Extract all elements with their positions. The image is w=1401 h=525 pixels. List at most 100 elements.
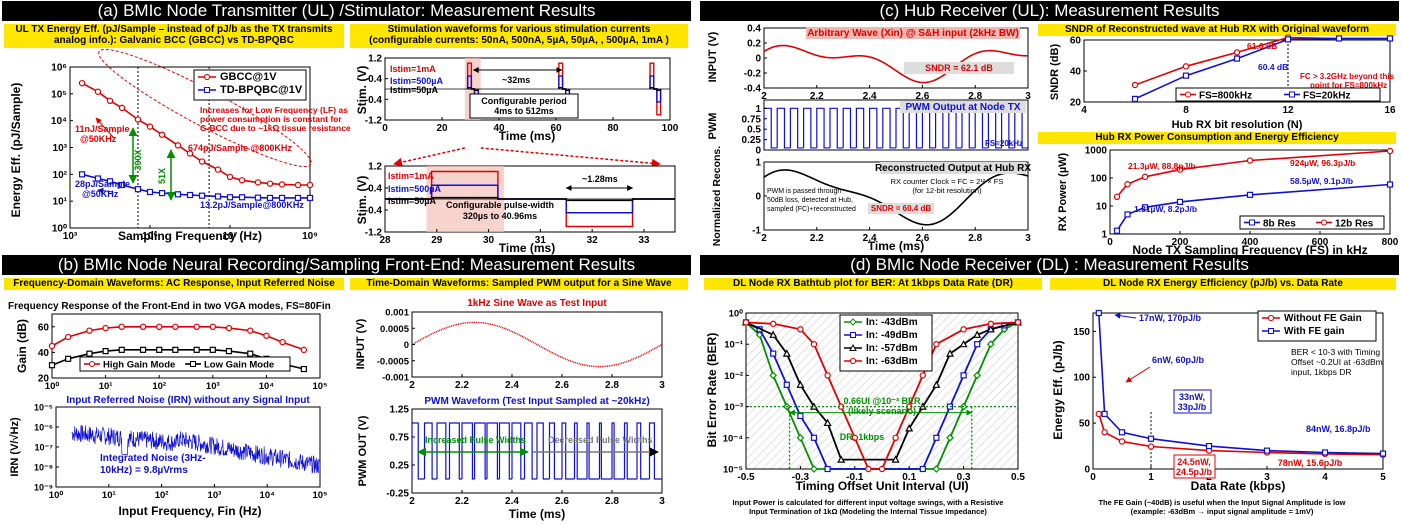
dl-energy-ytick-label: 150 xyxy=(1073,327,1090,338)
ul-tx-energy-point xyxy=(238,194,246,201)
frontend-gain-point xyxy=(48,342,56,350)
ul-tx-energy-g-lf: @50KHz xyxy=(80,134,117,144)
dl-energy-r1: 24.5pJ/b xyxy=(1176,467,1213,477)
sine-input-xtick-label: 2.6 xyxy=(555,380,569,391)
ul-tx-energy-xtick-label: 10⁹ xyxy=(302,231,318,242)
frontend-gain-point xyxy=(247,350,254,357)
hub-recon-xtick-label: 2.2 xyxy=(810,233,824,244)
ul-tx-energy-ylabel: Energy Eff. (pJ/Sample) xyxy=(9,83,23,218)
ber-bathtub-point xyxy=(810,465,818,473)
hub-recon-ytick-label: 0 xyxy=(755,192,761,203)
ber-bathtub-point xyxy=(946,433,954,442)
dl-energy-arrow xyxy=(1125,366,1151,383)
dl-energy-legend-marker xyxy=(1268,328,1274,334)
dl-energy-r2: 78nW, 15.6pJ/b xyxy=(1278,458,1343,468)
ber-bathtub-point xyxy=(796,433,805,442)
ber-bathtub-ylabel: Bit Error Rate (BER) xyxy=(705,333,719,448)
frontend-gain-point xyxy=(279,338,286,346)
subtitle-d2: DL Node RX Energy Efficiency (pJ/b) vs. … xyxy=(1050,278,1396,290)
sndr-bits-a1: 61.6 dB xyxy=(1247,41,1277,51)
ul-tx-energy-arrow xyxy=(97,187,114,194)
hub-pwm-ylabel: PWM xyxy=(707,113,719,140)
pwm-output-ytick-label: 0.75 xyxy=(390,433,410,444)
ul-tx-energy-legend-marker xyxy=(204,87,210,93)
stim-wide-xtick-label: 20 xyxy=(436,123,448,134)
dl-energy-xtick-label: 0 xyxy=(1090,472,1096,483)
ber-bathtub-point xyxy=(797,412,804,420)
dl-energy-xlabel: Data Rate (kbps) xyxy=(1191,479,1286,493)
hub-input-sndr-bg xyxy=(904,62,1014,74)
frontend-gain-point xyxy=(102,348,109,355)
sine-input-xtick-label: 2.2 xyxy=(455,380,469,391)
hub-power-point xyxy=(1141,204,1149,211)
stim-wide-xtick-label: 80 xyxy=(607,123,619,134)
ber-bathtub-point xyxy=(810,434,818,441)
ber-bathtub-point xyxy=(796,380,805,388)
sine-input-xtick-label: 2.8 xyxy=(605,380,619,391)
dl-energy-point xyxy=(1095,309,1102,317)
hub-power-point xyxy=(1124,181,1131,188)
dl-energy-legend-label: Without FE Gain xyxy=(1284,313,1362,324)
ber-bathtub-legend-label: In: -49dBm xyxy=(866,330,918,341)
ul-tx-energy-point xyxy=(278,194,286,202)
subtitle-a1: UL TX Energy Eff. (pJ/Sample – instead o… xyxy=(4,24,344,48)
stim-wide-ylabel: Stim. (V) xyxy=(355,66,369,115)
stim-zoom-legend-500uA: Istim=500µA xyxy=(388,184,441,194)
ul-tx-energy-point xyxy=(78,171,86,178)
stim-zoom-pw-note: Configurable pulse-width xyxy=(446,200,554,210)
hub-power-ytick-label: 1 xyxy=(1101,230,1107,241)
ber-bathtub-legend-label: In: -63dBm xyxy=(866,356,918,367)
hub-recon-clk: RX counter Clock = FC = 2¹² × FS xyxy=(891,177,1004,186)
stim-zoom-xtick-label: 28 xyxy=(379,235,391,246)
header-a: (a) BMIc Node Transmitter (UL) /Stimulat… xyxy=(2,1,691,21)
stim-wide-period-width: ~32ms xyxy=(502,75,530,85)
sine-input-ytick-label: 0 xyxy=(404,340,409,351)
stim-wide-xtick-label: 40 xyxy=(493,123,505,134)
ber-bathtub-point xyxy=(742,319,750,326)
ul-tx-energy-point xyxy=(94,88,102,95)
sndr-bits-point xyxy=(1284,36,1292,43)
hub-input-ytick-label: 0 xyxy=(755,54,761,65)
hub-recon-note: PWM is passed through xyxy=(767,188,841,195)
hub-input-ytick-label: 0.2 xyxy=(747,39,761,50)
ber-bathtub-dr-note: DR: 1kbps xyxy=(840,432,885,442)
ber-bathtub-point xyxy=(851,434,859,441)
subtitle-a1-line2: analog info.): Galvanic BCC (GBCC) vs TD… xyxy=(53,35,294,46)
sine-input-xtick-label: 2 xyxy=(409,380,415,391)
ber-bathtub-point xyxy=(770,320,777,328)
frontend-gain-point xyxy=(86,350,93,357)
irn-ylabel: IRN (V/√Hz) xyxy=(9,417,21,477)
ber-bathtub-point xyxy=(878,465,886,473)
hub-input-ytick-label: -0.4 xyxy=(744,84,762,95)
hub-input-ytick-label: -0.2 xyxy=(744,69,762,80)
sine-input-sine-trace xyxy=(411,321,663,368)
pwm-output-xtick-label: 2.6 xyxy=(555,496,569,507)
hub-pwm-ytick-label: 0 xyxy=(755,146,761,157)
hub-recon-xtick-label: 2.4 xyxy=(863,233,877,244)
hub-recon-clk: (for 12-bit resolution) xyxy=(912,186,982,195)
irn-xtick-label: 10⁵ xyxy=(312,490,327,501)
ul-tx-energy-t-hf: 13.2pJ/Sample@800KHz xyxy=(200,200,304,210)
ul-tx-energy-point xyxy=(226,173,234,181)
ul-tx-energy-ratio2: 51X xyxy=(157,168,167,184)
hub-power-legend-marker xyxy=(1321,219,1327,226)
sndr-bits-point xyxy=(1233,49,1241,56)
ber-bathtub-legend-marker xyxy=(849,343,857,351)
frontend-gain-point xyxy=(209,323,216,330)
dl-energy-point xyxy=(1147,443,1155,450)
irn-ytick-label: 10⁻⁷ xyxy=(35,443,54,453)
hub-recon-xtick-label: 2.6 xyxy=(915,233,929,244)
hub-recon-title-bg xyxy=(880,162,1026,174)
subtitle-b1: Frequency-Domain Waveforms: AC Response,… xyxy=(4,278,344,290)
irn-xtick-label: 10⁴ xyxy=(260,490,276,501)
dl-energy-ytick-label: 50 xyxy=(1079,419,1091,430)
stim-zoom-xtick-label: 32 xyxy=(587,235,599,246)
irn-title: Input Referred Noise (IRN) without any S… xyxy=(66,395,310,406)
dl-energy-caption: The FE Gain (~40dB) is useful when the I… xyxy=(1098,498,1345,507)
stim-zoom-pulse xyxy=(385,196,675,202)
ul-tx-energy-ytick-label: 10⁰ xyxy=(52,224,67,235)
stim-wide-pulse xyxy=(466,87,479,91)
ber-bathtub-point xyxy=(823,418,832,427)
ber-bathtub-point xyxy=(945,349,955,357)
